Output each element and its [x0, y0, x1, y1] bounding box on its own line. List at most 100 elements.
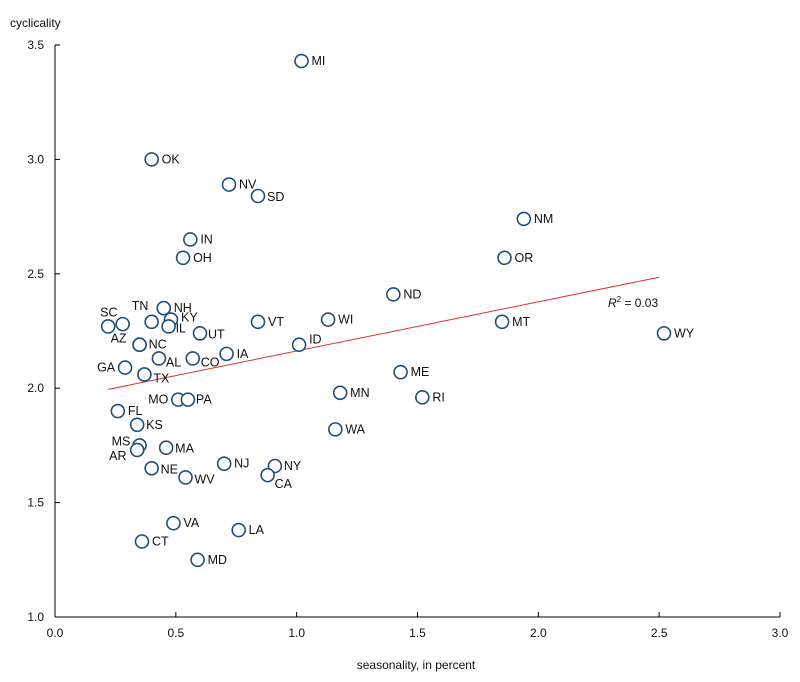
point-label: MI	[312, 54, 326, 68]
data-point	[216, 456, 232, 472]
point-label: CT	[152, 534, 169, 548]
point-label: ND	[403, 287, 421, 301]
data-point	[250, 188, 266, 204]
y-tick-label: 3.5	[27, 38, 44, 52]
data-point	[134, 534, 150, 549]
point-label: AR	[109, 449, 126, 463]
x-tick-label: 2.5	[651, 626, 668, 640]
data-point	[175, 250, 191, 266]
point-label: ID	[309, 333, 322, 347]
data-point	[294, 53, 309, 69]
data-point	[178, 470, 193, 485]
x-axis-title: seasonality, in percent	[357, 658, 476, 672]
point-label: IA	[237, 347, 249, 361]
point-label: AL	[166, 355, 181, 369]
point-label: NV	[239, 178, 257, 192]
data-point	[110, 403, 126, 419]
data-point	[291, 337, 307, 353]
point-label: CA	[275, 477, 293, 491]
r-squared-annotation: R2 = 0.03	[608, 295, 658, 310]
data-point	[386, 287, 401, 302]
data-point	[190, 552, 205, 568]
point-label: LA	[249, 523, 265, 537]
data-point	[129, 417, 145, 433]
data-point	[497, 250, 512, 266]
point-label: MN	[350, 386, 369, 400]
data-point	[219, 346, 234, 362]
point-label: NM	[534, 212, 553, 226]
data-point	[137, 367, 152, 382]
data-point	[166, 515, 181, 531]
trend-line	[108, 276, 660, 390]
x-tick-label: 1.0	[288, 626, 305, 640]
point-label: ME	[411, 365, 430, 379]
y-tick-label: 3.0	[27, 152, 44, 166]
point-label: WA	[345, 422, 365, 436]
point-label: PA	[196, 393, 212, 407]
point-label: NE	[161, 462, 178, 476]
point-label: TX	[153, 371, 170, 385]
point-label: MO	[148, 393, 168, 407]
point-label: RI	[432, 390, 445, 404]
data-point	[332, 385, 348, 401]
point-label: WY	[674, 326, 695, 340]
point-label: MA	[175, 442, 194, 456]
data-point	[260, 467, 275, 483]
data-point	[494, 314, 510, 330]
data-point	[115, 316, 130, 332]
data-point	[250, 314, 266, 330]
point-label: MS	[112, 434, 131, 448]
point-label: TN	[132, 299, 149, 313]
point-label: AZ	[111, 332, 127, 346]
point-label: WV	[195, 472, 216, 486]
data-point	[192, 325, 208, 341]
y-axis-title: cyclicality	[10, 16, 61, 30]
x-tick-label: 0.5	[167, 626, 184, 640]
trend-line-group	[108, 276, 660, 390]
data-point	[415, 390, 430, 405]
point-label: VA	[183, 516, 199, 530]
data-point	[656, 325, 672, 341]
data-point	[144, 314, 159, 330]
point-label: WI	[338, 313, 353, 327]
y-tick-label: 2.0	[27, 381, 44, 395]
y-tick-label: 1.0	[27, 610, 44, 624]
point-label: IL	[176, 321, 186, 335]
point-label: KY	[181, 311, 198, 325]
point-label: CO	[201, 355, 220, 369]
y-tick-label: 1.5	[27, 496, 44, 510]
point-label: KS	[146, 418, 163, 432]
x-tick-label: 1.5	[409, 626, 426, 640]
data-point	[185, 351, 201, 366]
point-label: NH	[174, 301, 192, 315]
data-point	[161, 319, 176, 334]
y-tick-label: 2.5	[27, 267, 44, 281]
x-tick-label: 2.0	[530, 626, 547, 640]
data-point	[328, 422, 343, 437]
point-label: FL	[128, 404, 143, 418]
data-point	[221, 177, 237, 192]
point-label: NJ	[234, 457, 249, 471]
x-tick-label: 3.0	[772, 626, 789, 640]
point-label: SC	[100, 305, 117, 319]
data-point	[117, 360, 133, 375]
data-point	[132, 337, 147, 353]
data-point	[151, 351, 167, 366]
point-label: IN	[200, 232, 213, 246]
data-point	[129, 442, 145, 458]
data-point	[100, 319, 116, 334]
x-tick-label: 0.0	[47, 626, 64, 640]
axes: 1.0 1.5 2.0 2.5 3.0 3.5 0.0 0.5 1.0 1.5 2.0 2.5 3.0	[27, 38, 788, 640]
data-point	[393, 364, 408, 380]
data-point	[320, 312, 336, 327]
point-label: GA	[97, 361, 116, 375]
point-label: OH	[193, 251, 212, 265]
data-point	[231, 522, 246, 538]
data-point	[156, 300, 172, 316]
data-point	[183, 232, 198, 247]
point-label: NC	[149, 338, 167, 352]
data-point	[158, 440, 174, 455]
point-label: MT	[512, 315, 530, 329]
point-label: VT	[268, 315, 284, 329]
